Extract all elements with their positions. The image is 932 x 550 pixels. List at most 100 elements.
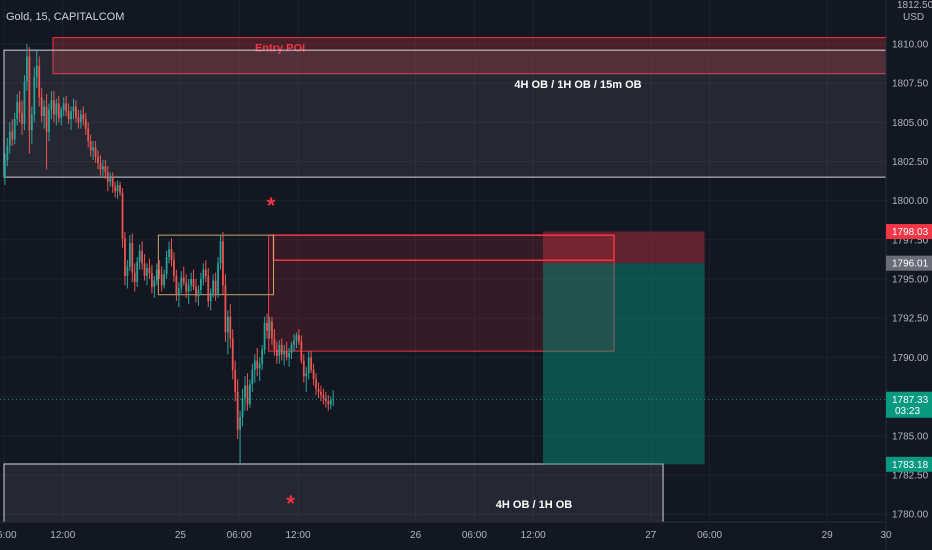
- candle-body: [38, 65, 41, 98]
- candle-body: [72, 106, 75, 112]
- time-tick-label: 06:00: [227, 530, 252, 541]
- target-zone[interactable]: [543, 263, 705, 465]
- candle-body: [241, 398, 244, 417]
- candle-body: [261, 349, 264, 364]
- candle-body: [94, 147, 97, 157]
- candle-body: [70, 111, 72, 120]
- candle-body: [224, 285, 227, 333]
- zone-label-upper-ob: 4H OB / 1H OB / 15m OB: [514, 79, 641, 91]
- candle-body: [133, 272, 136, 283]
- candle-body: [57, 103, 60, 118]
- candle-body: [317, 388, 320, 392]
- candle-body: [165, 257, 168, 275]
- candle-body: [302, 360, 305, 377]
- candle-body: [155, 269, 158, 281]
- candle-body: [231, 338, 234, 370]
- candle-body: [283, 351, 286, 355]
- candle-body: [89, 141, 92, 151]
- candle-body: [329, 399, 332, 405]
- candle-body: [75, 106, 77, 118]
- candle-body: [263, 322, 266, 350]
- candle-body: [236, 391, 239, 430]
- candle-body: [271, 321, 273, 339]
- price-tick-label: 1802.50: [892, 157, 929, 168]
- price-tag-value: 1796.01: [892, 259, 929, 270]
- candle-body: [11, 131, 14, 140]
- zone-lower-ob: [3, 463, 664, 523]
- price-tag-value: 1787.33: [892, 395, 929, 406]
- position-tool[interactable]: [543, 231, 705, 465]
- candle-body: [45, 106, 48, 132]
- candle-body: [97, 156, 99, 164]
- time-tick-label: 12:00: [50, 530, 75, 541]
- candle-body: [116, 184, 119, 192]
- candle-body: [222, 241, 224, 286]
- candle-body: [253, 360, 256, 370]
- candle-body: [146, 268, 148, 276]
- candle-body: [84, 119, 87, 129]
- candle-body: [187, 285, 190, 292]
- candle-body: [99, 163, 102, 170]
- stop-zone[interactable]: [543, 231, 705, 264]
- candle-body: [28, 56, 31, 131]
- time-tick-label: 27: [645, 530, 657, 541]
- price-tick-label: 1797.50: [892, 235, 929, 246]
- time-tick-label: 06:00: [0, 530, 17, 541]
- candle-body: [197, 290, 200, 297]
- price-tag: [886, 255, 932, 271]
- price-tick-label: 1805.00: [892, 118, 929, 129]
- candle-body: [43, 106, 45, 116]
- candle-body: [229, 316, 232, 339]
- candle-body: [204, 269, 207, 276]
- candle-body: [35, 65, 38, 77]
- candle-body: [273, 338, 276, 350]
- candle-body: [266, 322, 268, 331]
- candle-body: [239, 416, 241, 430]
- candle-body: [312, 369, 315, 380]
- price-tag-countdown: 03:23: [895, 406, 920, 417]
- candle-body: [106, 172, 109, 182]
- time-axis[interactable]: 06:00 12:00 25 06:00 12:00 26 06:00 12:00 27 06:0…: [0, 521, 892, 541]
- candle-body: [160, 274, 163, 286]
- candle-body: [18, 101, 21, 113]
- candle-body: [226, 316, 229, 333]
- zone-label-Entry POI: Entry POI: [255, 43, 305, 55]
- zones: Entry POI 4H OB / 1H OB / 15m OB 4H OB / 1…: [3, 37, 887, 523]
- candle-body: [65, 103, 68, 112]
- candle-body: [8, 131, 11, 146]
- candle-body: [16, 101, 19, 120]
- candle-body: [79, 114, 82, 123]
- candle-body: [48, 109, 50, 132]
- price-tick-label: 1785.00: [892, 431, 929, 442]
- candle-body: [212, 280, 215, 294]
- candle-body: [170, 249, 173, 261]
- candles: [4, 43, 335, 464]
- candle-body: [180, 277, 183, 289]
- candle-body: [104, 166, 107, 173]
- candle-body: [307, 357, 310, 374]
- candle-body: [182, 277, 185, 283]
- candle-body: [280, 344, 283, 355]
- candle-body: [202, 269, 205, 280]
- symbol-title: Gold, 15, CAPITALCOM: [6, 11, 124, 23]
- candle-body: [332, 399, 335, 401]
- currency-label: USD: [903, 12, 924, 23]
- candle-body: [30, 114, 33, 131]
- candle-body: [219, 241, 222, 264]
- candle-body: [298, 335, 300, 342]
- candle-body: [109, 177, 112, 182]
- annotation-star-top: *: [267, 193, 276, 218]
- price-tick-label: 1795.00: [892, 275, 929, 286]
- candle-body: [151, 272, 153, 287]
- candle-body: [234, 369, 237, 392]
- zone-upper-ob: [3, 49, 887, 178]
- candle-body: [87, 128, 90, 142]
- candle-body: [77, 117, 80, 123]
- candle-body: [244, 385, 246, 399]
- candle-body: [310, 357, 313, 370]
- price-tick-label: 1792.50: [892, 314, 929, 325]
- candle-body: [315, 379, 317, 389]
- candle-body: [320, 391, 322, 396]
- price-axis[interactable]: 1780.001782.501785.001787.501790.001792.…: [885, 0, 932, 550]
